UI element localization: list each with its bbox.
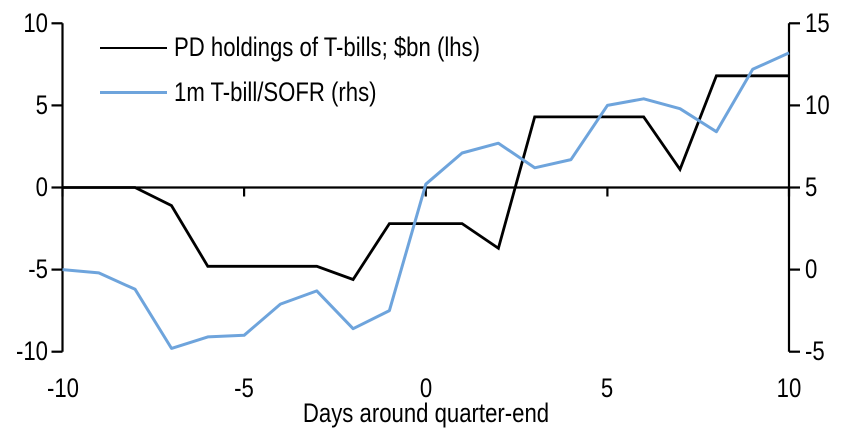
legend-item-tbill-sofr: 1m T-bill/SOFR (rhs) (100, 70, 547, 115)
tbill-sofr-line-swatch (100, 91, 167, 94)
series-line-tbill-sofr (62, 51, 790, 350)
legend-item-pd-holdings: PD holdings of T-bills; $bn (lhs) (100, 25, 547, 70)
legend: PD holdings of T-bills; $bn (lhs) 1m T-b… (100, 25, 547, 115)
legend-label-pd-holdings: PD holdings of T-bills; $bn (lhs) (174, 32, 481, 62)
x-axis-title: Days around quarter-end (302, 398, 550, 428)
series-line-pd-holdings (62, 74, 789, 282)
legend-label-tbill-sofr: 1m T-bill/SOFR (rhs) (174, 77, 377, 107)
pd-holdings-line-swatch (100, 46, 167, 49)
